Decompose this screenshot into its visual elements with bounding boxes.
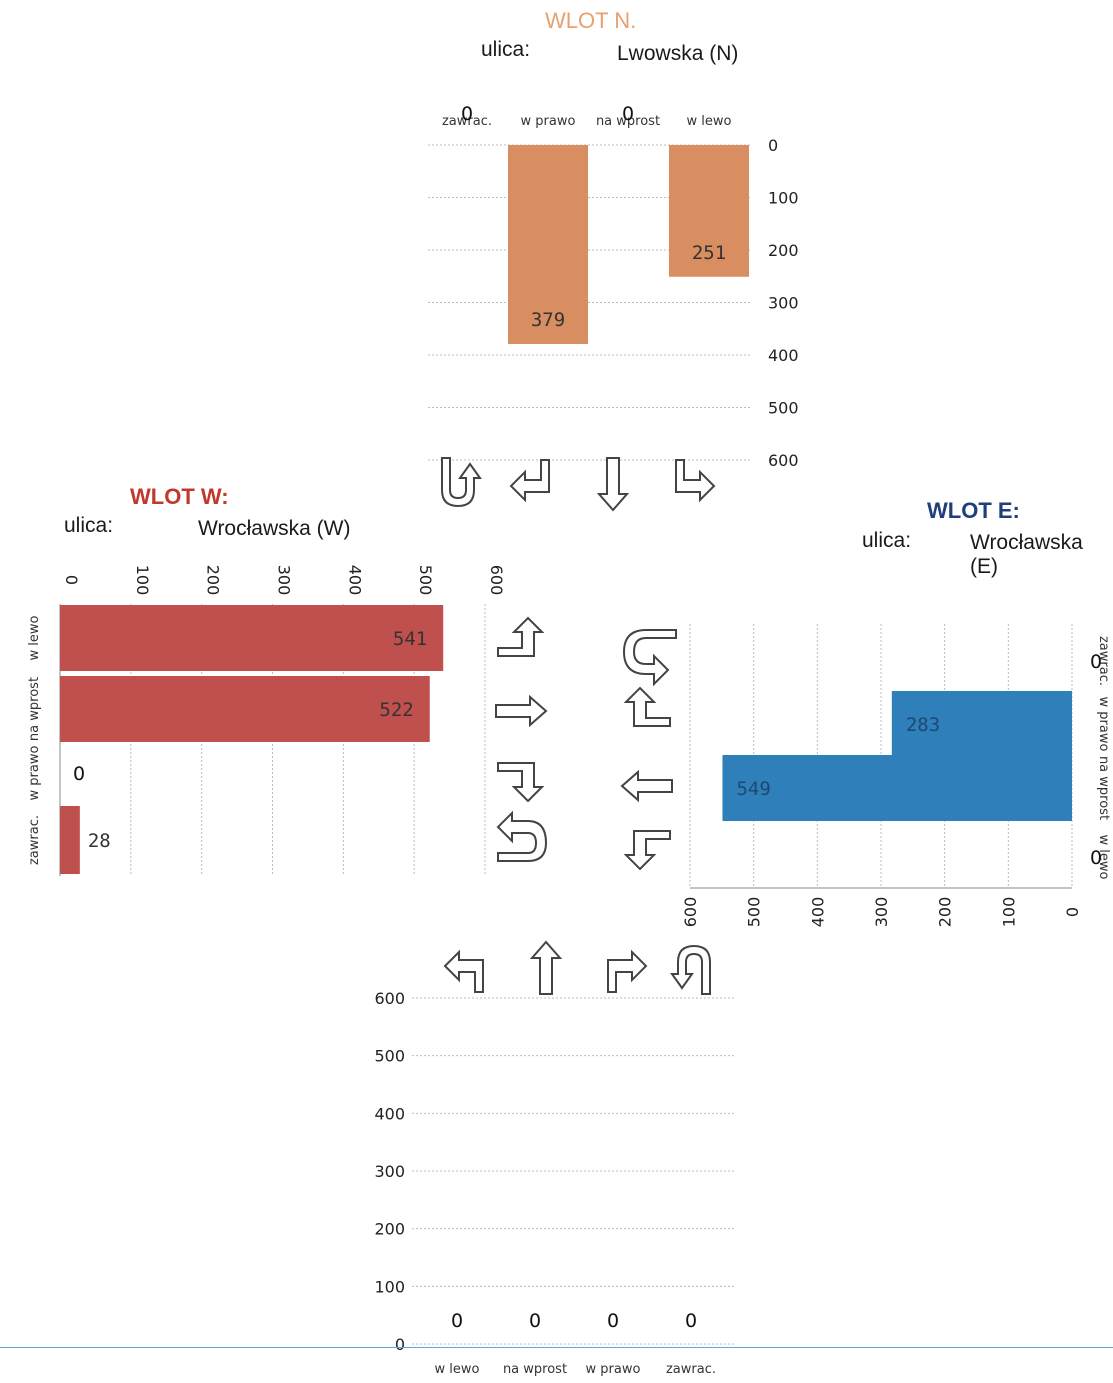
x-tick-label: 100 (999, 897, 1018, 928)
x-tick-label: 300 (872, 897, 891, 928)
left-turn-arrow-icon (443, 949, 484, 993)
u-turn-arrow-icon (622, 629, 677, 687)
bar (60, 806, 80, 874)
right-turn-arrow-icon (509, 459, 550, 503)
u-turn-arrow-icon (670, 944, 711, 995)
page-divider-line (0, 1347, 1113, 1348)
x-tick-label: 300 (275, 565, 294, 596)
category-label: w prawo (1096, 697, 1111, 752)
left-turn-arrow-icon (675, 459, 716, 503)
straight-up-arrow-icon (529, 940, 563, 995)
category-label: na wprost (503, 1362, 567, 1377)
y-tick-label: 200 (768, 241, 799, 260)
bar-value-label: 549 (736, 778, 770, 800)
x-tick-label: 400 (808, 897, 827, 928)
category-label: na wprost (27, 677, 42, 741)
x-tick-label: 200 (204, 565, 223, 596)
left-turn-arrow-icon (623, 830, 671, 871)
y-tick-label: 200 (374, 1220, 405, 1239)
east-street: Wrocławska (E) (970, 531, 1083, 578)
y-tick-label: 100 (374, 1277, 405, 1296)
bar-value-label: 0 (73, 763, 85, 785)
west-title: WLOT W: (130, 484, 229, 509)
x-tick-label: 100 (133, 565, 152, 596)
category-label: w lewo (1096, 835, 1111, 880)
west-ulica-label: ulica: (64, 514, 114, 537)
right-turn-arrow-icon (607, 949, 648, 993)
bar-value-label: 0 (622, 103, 634, 125)
bar (60, 605, 444, 671)
y-tick-label: 300 (768, 294, 799, 313)
category-label: w lewo (687, 114, 732, 129)
y-tick-label: 500 (768, 399, 799, 418)
category-label: na wprost (1096, 756, 1111, 820)
bar-value-label: 28 (88, 830, 111, 852)
east-title: WLOT E: (927, 498, 1020, 523)
y-tick-label: 500 (374, 1047, 405, 1066)
bar (669, 145, 749, 277)
y-tick-label: 300 (374, 1162, 405, 1181)
x-tick-label: 0 (62, 575, 81, 585)
x-tick-label: 200 (936, 897, 955, 928)
left-turn-arrow-icon (497, 616, 545, 657)
north-ulica-label: ulica: (481, 38, 531, 61)
y-tick-label: 0 (395, 1335, 405, 1354)
north-street: Lwowska (N) (617, 42, 739, 65)
y-tick-label: 0 (768, 136, 778, 155)
x-tick-label: 0 (1063, 907, 1082, 917)
x-tick-label: 600 (681, 897, 700, 928)
west-street: Wrocławska (W) (198, 517, 351, 540)
east-ulica-label: ulica: (862, 529, 912, 552)
bar-value-label: 283 (906, 714, 940, 736)
x-tick-label: 400 (345, 565, 364, 596)
bar-value-label: 0 (1090, 847, 1102, 869)
y-tick-label: 100 (768, 189, 799, 208)
category-label: w prawo (521, 114, 576, 129)
x-tick-label: 500 (416, 565, 435, 596)
category-label: zawrac. (27, 815, 42, 865)
category-label: zawrac. (442, 114, 492, 129)
category-label: w prawo (586, 1362, 641, 1377)
right-turn-arrow-icon (623, 686, 671, 727)
bar-value-label: 251 (692, 242, 726, 264)
bar-value-label: 541 (393, 628, 427, 650)
bar-value-label: 0 (1090, 651, 1102, 673)
north-title: WLOT N. (545, 8, 637, 33)
bar (60, 676, 430, 742)
bar-value-label: 379 (531, 309, 565, 331)
category-label: na wprost (596, 114, 660, 129)
bar-value-label: 0 (529, 1310, 541, 1332)
category-label: w prawo (27, 746, 42, 801)
u-turn-arrow-icon (441, 457, 482, 508)
straight-down-arrow-icon (596, 457, 630, 512)
x-tick-label: 500 (745, 897, 764, 928)
bar (508, 145, 588, 344)
bar (891, 691, 1072, 757)
bar-value-label: 0 (461, 103, 473, 125)
y-tick-label: 600 (768, 451, 799, 470)
bar-value-label: 0 (685, 1310, 697, 1332)
category-label: zawrac. (666, 1362, 716, 1377)
bar-value-label: 0 (451, 1310, 463, 1332)
straight-right-arrow-icon (495, 694, 548, 728)
y-tick-label: 400 (374, 1104, 405, 1123)
category-label: w lewo (435, 1362, 480, 1377)
category-label: w lewo (27, 615, 42, 660)
u-turn-arrow-icon (496, 810, 548, 862)
straight-left-arrow-icon (620, 769, 673, 803)
bar-value-label: 0 (607, 1310, 619, 1332)
category-label: zawrac. (1096, 636, 1111, 686)
bar (722, 755, 1072, 821)
x-tick-label: 600 (487, 565, 506, 596)
y-tick-label: 600 (374, 989, 405, 1008)
y-tick-label: 400 (768, 346, 799, 365)
bar-value-label: 522 (379, 699, 413, 721)
right-turn-arrow-icon (497, 762, 545, 803)
